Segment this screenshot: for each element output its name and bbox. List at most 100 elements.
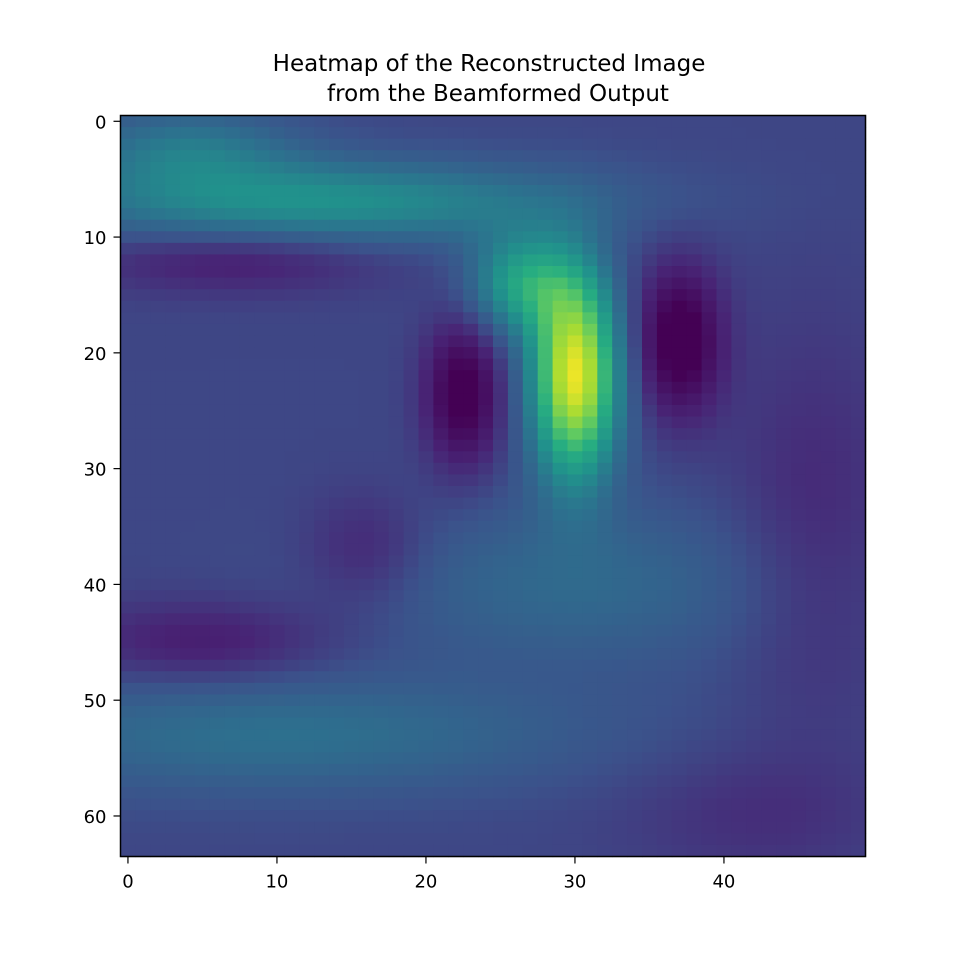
heatmap-cell	[716, 821, 732, 834]
heatmap-cell	[165, 219, 181, 232]
heatmap-cell	[135, 439, 151, 452]
heatmap-cell	[284, 451, 300, 464]
heatmap-cell	[195, 289, 211, 302]
heatmap-cell	[388, 393, 405, 406]
heatmap-cell	[209, 231, 226, 244]
heatmap-cell	[761, 705, 777, 719]
heatmap-cell	[791, 161, 807, 174]
heatmap-cell	[358, 381, 375, 394]
heatmap-cell	[135, 787, 151, 800]
heatmap-cell	[403, 740, 420, 753]
heatmap-cell	[582, 590, 598, 603]
heatmap-cell	[627, 138, 643, 151]
heatmap-cell	[209, 787, 226, 800]
heatmap-cell	[537, 404, 554, 418]
heatmap-cell	[165, 567, 181, 580]
heatmap-cell	[731, 150, 747, 163]
heatmap-cell	[463, 428, 479, 441]
heatmap-cell	[671, 439, 688, 452]
heatmap-cell	[209, 254, 226, 267]
heatmap-cell	[329, 636, 345, 649]
heatmap-cell	[820, 127, 837, 140]
heatmap-cell	[537, 335, 554, 348]
heatmap-cell	[299, 590, 315, 603]
heatmap-cell	[791, 208, 807, 221]
heatmap-cell	[582, 613, 598, 626]
heatmap-cell	[567, 451, 583, 464]
heatmap-cell	[776, 520, 792, 533]
heatmap-cell	[209, 682, 226, 696]
heatmap-cell	[254, 752, 271, 765]
heatmap-cell	[671, 590, 688, 603]
heatmap-cell	[358, 231, 375, 244]
heatmap-cell	[418, 810, 434, 823]
heatmap-cell	[358, 393, 375, 406]
heatmap-cell	[746, 601, 762, 614]
heatmap-cell	[388, 254, 405, 267]
heatmap-cell	[373, 404, 390, 418]
heatmap-cell	[344, 833, 360, 846]
heatmap-cell	[642, 844, 658, 858]
heatmap-cell	[269, 798, 285, 811]
heatmap-cell	[656, 161, 673, 174]
heatmap-cell	[820, 694, 837, 707]
heatmap-cell	[582, 127, 598, 140]
heatmap-cell	[299, 358, 315, 371]
heatmap-cell	[567, 497, 583, 510]
heatmap-cell	[314, 636, 330, 649]
heatmap-cell	[478, 705, 494, 719]
heatmap-cell	[537, 358, 554, 371]
heatmap-cell	[195, 416, 211, 429]
heatmap-cell	[448, 300, 464, 313]
heatmap-cell	[344, 682, 360, 696]
heatmap-cell	[701, 590, 718, 603]
heatmap-cell	[522, 752, 539, 765]
heatmap-cell	[344, 173, 360, 186]
heatmap-cell	[209, 497, 226, 510]
chart-title-line-1: Heatmap of the Reconstructed Image	[273, 51, 706, 77]
heatmap-cell	[269, 323, 285, 337]
heatmap-cell	[686, 254, 703, 267]
heatmap-cell	[329, 694, 345, 707]
heatmap-cell	[299, 729, 315, 742]
heatmap-cell	[209, 555, 226, 568]
heatmap-cell	[716, 242, 732, 256]
heatmap-cell	[344, 798, 360, 811]
heatmap-cell	[507, 150, 524, 163]
heatmap-cell	[120, 474, 136, 487]
heatmap-cell	[388, 428, 405, 441]
heatmap-cell	[507, 335, 524, 348]
heatmap-cell	[209, 474, 226, 487]
heatmap-cell	[761, 648, 777, 661]
heatmap-cell	[329, 520, 345, 533]
heatmap-cell	[239, 347, 256, 360]
heatmap-cell	[195, 613, 211, 626]
heatmap-cell	[656, 810, 673, 823]
heatmap-cell	[493, 578, 509, 591]
heatmap-cell	[120, 636, 136, 649]
heatmap-cell	[373, 567, 390, 580]
heatmap-cell	[850, 208, 867, 221]
heatmap-cell	[478, 555, 494, 568]
heatmap-cell	[627, 752, 643, 765]
heatmap-cell	[433, 810, 449, 823]
y-tick-label: 50	[84, 691, 107, 712]
heatmap-cell	[329, 648, 345, 661]
heatmap-cell	[716, 196, 732, 209]
heatmap-cell	[731, 277, 747, 290]
heatmap-cell	[344, 555, 360, 568]
heatmap-cell	[314, 752, 330, 765]
heatmap-cell	[150, 821, 166, 834]
heatmap-cell	[671, 231, 688, 244]
heatmap-cell	[195, 775, 211, 788]
heatmap-cell	[686, 798, 703, 811]
heatmap-cell	[686, 451, 703, 464]
heatmap-cell	[239, 358, 256, 371]
heatmap-cell	[820, 636, 837, 649]
heatmap-cell	[731, 358, 747, 371]
heatmap-cell	[433, 509, 449, 522]
heatmap-cell	[686, 289, 703, 302]
heatmap-cell	[418, 567, 434, 580]
heatmap-cell	[463, 266, 479, 279]
heatmap-cell	[582, 636, 598, 649]
